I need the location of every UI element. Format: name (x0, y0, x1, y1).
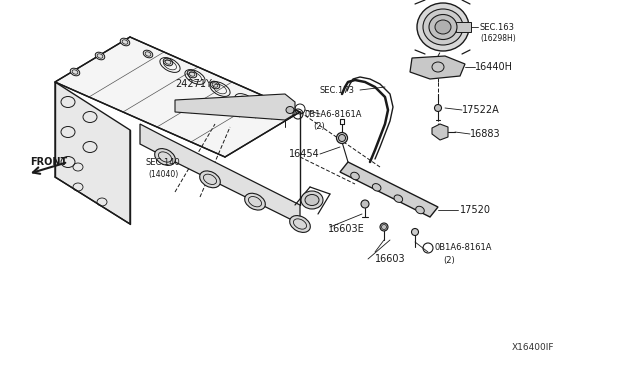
Ellipse shape (286, 106, 294, 113)
Text: 16603: 16603 (375, 254, 406, 264)
Ellipse shape (155, 148, 175, 166)
Text: SEC.173: SEC.173 (320, 86, 355, 94)
Ellipse shape (143, 50, 153, 58)
Text: SEC.140: SEC.140 (145, 157, 180, 167)
Ellipse shape (435, 20, 451, 34)
Text: (14040): (14040) (148, 170, 179, 179)
Text: X16400IF: X16400IF (512, 343, 554, 352)
Text: 17522A: 17522A (462, 105, 500, 115)
Text: (2): (2) (443, 257, 455, 266)
Polygon shape (140, 124, 300, 224)
Text: 0B1A6-8161A: 0B1A6-8161A (435, 244, 493, 253)
Ellipse shape (70, 68, 80, 76)
Text: 16440H: 16440H (475, 62, 513, 72)
Polygon shape (432, 124, 448, 140)
Bar (456, 22, 471, 32)
Text: (16298H): (16298H) (480, 33, 516, 42)
Ellipse shape (435, 105, 442, 112)
Ellipse shape (429, 15, 457, 39)
Ellipse shape (188, 70, 196, 78)
Polygon shape (340, 162, 438, 217)
Ellipse shape (163, 58, 173, 66)
Ellipse shape (120, 38, 130, 46)
Ellipse shape (423, 9, 463, 45)
Ellipse shape (305, 195, 319, 205)
Ellipse shape (372, 184, 381, 191)
Text: 16454: 16454 (289, 149, 320, 159)
Ellipse shape (417, 3, 469, 51)
Ellipse shape (412, 228, 419, 235)
Text: FRONT: FRONT (30, 157, 67, 167)
Text: 17520: 17520 (460, 205, 491, 215)
Ellipse shape (200, 171, 220, 188)
Ellipse shape (394, 195, 403, 202)
Text: 0B1A6-8161A: 0B1A6-8161A (305, 109, 362, 119)
Ellipse shape (301, 191, 323, 209)
Ellipse shape (210, 81, 220, 89)
Polygon shape (55, 82, 130, 224)
Polygon shape (55, 37, 300, 157)
Ellipse shape (380, 223, 388, 231)
Ellipse shape (339, 135, 346, 141)
Ellipse shape (244, 193, 266, 210)
Text: 16603E: 16603E (328, 224, 365, 234)
Ellipse shape (416, 206, 424, 214)
Text: 16883: 16883 (470, 129, 500, 139)
Ellipse shape (361, 200, 369, 208)
Text: SEC.163: SEC.163 (480, 22, 515, 32)
Polygon shape (175, 94, 295, 120)
Ellipse shape (351, 172, 359, 180)
Text: 24271Y: 24271Y (175, 79, 212, 89)
Text: (2): (2) (313, 122, 324, 131)
Ellipse shape (337, 132, 348, 144)
Polygon shape (410, 56, 465, 79)
Ellipse shape (290, 216, 310, 232)
Ellipse shape (95, 52, 105, 60)
